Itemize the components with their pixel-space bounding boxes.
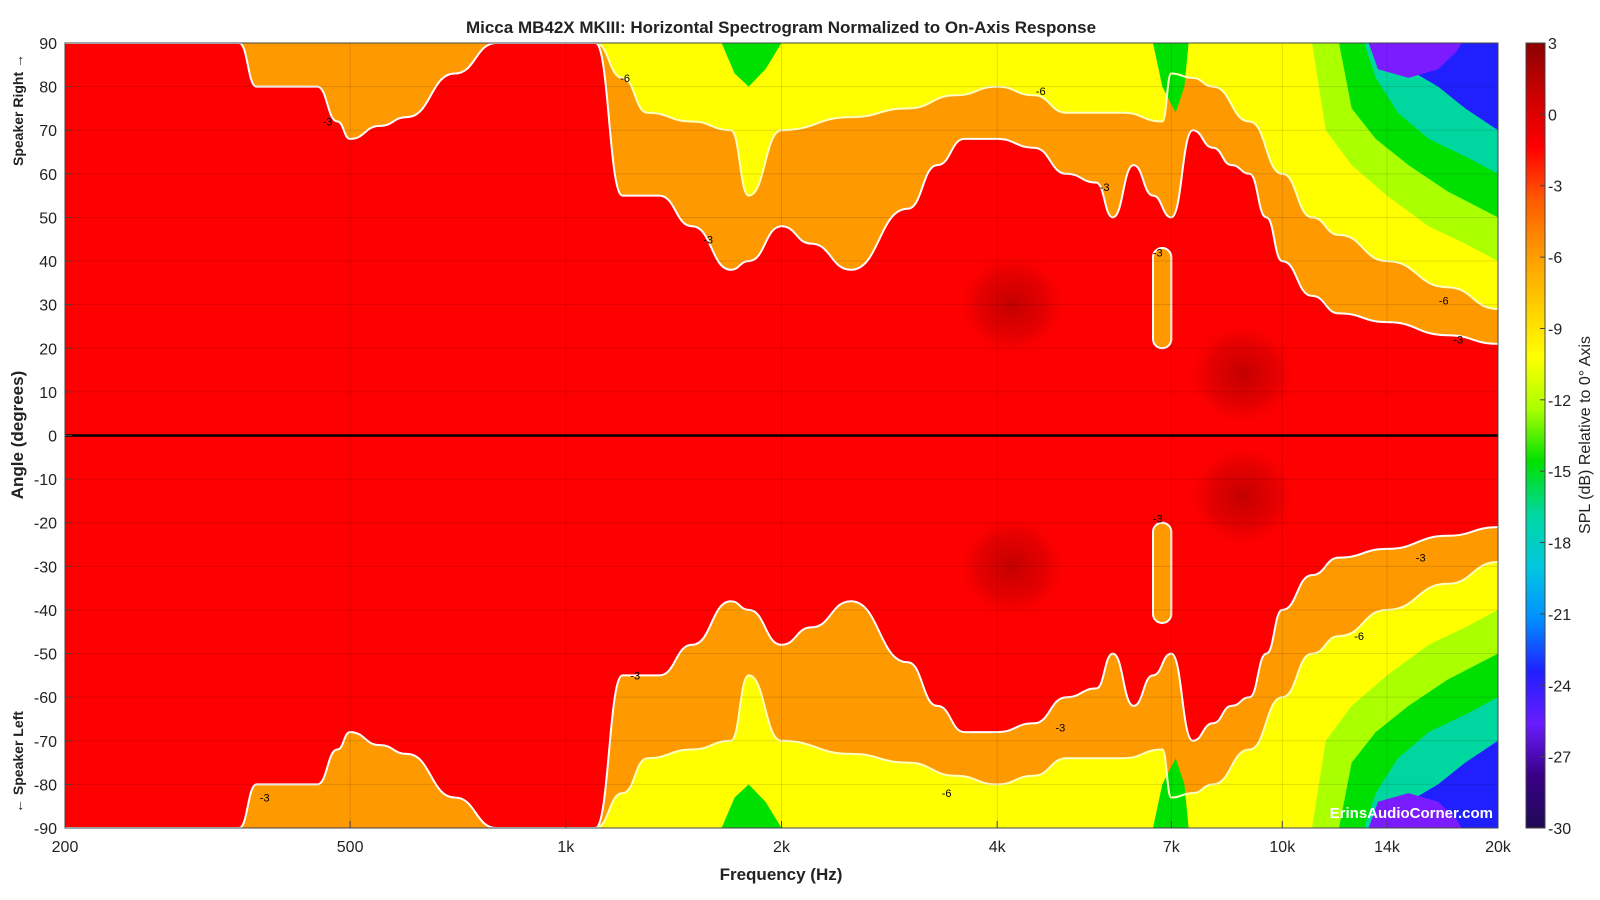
above-zero-hotspot <box>1184 319 1301 430</box>
minus3-island <box>1152 246 1173 350</box>
y-tick-label: -30 <box>34 559 57 576</box>
colorbar-tick-label: -18 <box>1548 536 1571 553</box>
y-tick-label: 90 <box>39 36 57 53</box>
x-tick-label: 2k <box>773 839 791 856</box>
y-tick-label: 60 <box>39 167 57 184</box>
colorbar-tick-label: -3 <box>1548 179 1562 196</box>
colorbar-tick-label: -21 <box>1548 607 1571 624</box>
colorbar-tick-label: -9 <box>1548 321 1562 338</box>
contour-label: -3 <box>1153 513 1163 525</box>
above-zero-hotspot <box>954 511 1071 622</box>
x-tick-label: 14k <box>1374 839 1401 856</box>
x-tick-label: 20k <box>1485 839 1512 856</box>
watermark: ErinsAudioCorner.com <box>1330 805 1493 822</box>
contour-line-minus6 <box>595 561 1498 828</box>
y-axis-label-left-side: ← Speaker Left <box>10 711 26 813</box>
off-axis-contour-region <box>721 784 782 828</box>
colorbar-tick-label: -6 <box>1548 250 1562 267</box>
y-tick-label: -20 <box>34 516 57 533</box>
colorbar-tick-label: 0 <box>1548 107 1557 124</box>
x-tick-label: 500 <box>337 839 364 856</box>
contour-label: -6 <box>942 788 952 800</box>
off-axis-contour-region <box>1153 758 1189 828</box>
y-tick-label: 50 <box>39 210 57 227</box>
colorbar-tick-label: 3 <box>1548 36 1557 53</box>
minus6-to-minus9-region <box>595 43 1498 309</box>
contour-line-minus6 <box>595 43 1498 310</box>
contour-label: -3 <box>1055 723 1065 735</box>
y-tick-label: -40 <box>34 603 57 620</box>
y-axis-label: Angle (degrees) <box>8 371 27 499</box>
colorbar-label: SPL (dB) Relative to 0° Axis <box>1577 336 1594 534</box>
above-zero-hotspot <box>1184 441 1301 552</box>
off-axis-contour-region <box>1368 793 1462 828</box>
x-axis-label: Frequency (Hz) <box>720 865 843 884</box>
contour-label: -6 <box>1036 86 1046 98</box>
colorbar-tick-label: -27 <box>1548 750 1571 767</box>
x-tick-label: 4k <box>989 839 1007 856</box>
contour-label: -3 <box>323 117 333 129</box>
y-tick-label: 10 <box>39 385 57 402</box>
y-tick-label: 30 <box>39 298 57 315</box>
chart-title: Micca MB42X MKIII: Horizontal Spectrogra… <box>466 18 1096 37</box>
y-tick-label: -70 <box>34 734 57 751</box>
above-zero-hotspot <box>954 249 1071 360</box>
contour-label: -3 <box>1100 182 1110 194</box>
minus6-to-minus9-region <box>595 562 1498 828</box>
y-tick-label: 0 <box>48 429 57 446</box>
minus3-to-minus6-region <box>65 43 1498 344</box>
contour-label: -3 <box>1416 553 1426 565</box>
y-tick-label: 40 <box>39 254 57 271</box>
y-tick-label: -80 <box>34 777 57 794</box>
contour-line-minus3 <box>65 43 1498 345</box>
y-tick-label: 80 <box>39 80 57 97</box>
off-axis-contour-region <box>1153 43 1189 113</box>
x-tick-label: 10k <box>1269 839 1296 856</box>
plot-area: -3 -6 -3 -6 -3 -3 -6 -3 -3 -3 -6 -3 -3 -6 -3 ErinsAudi… <box>65 43 1498 828</box>
contour-label: -3 <box>703 234 713 246</box>
off-axis-contour-region <box>721 43 782 87</box>
y-tick-label: -50 <box>34 647 57 664</box>
colorbar-tick-label: -12 <box>1548 393 1571 410</box>
colorbar-tick-label: -24 <box>1548 678 1571 695</box>
contour-label: -6 <box>620 73 630 85</box>
contour-label: -3 <box>630 670 640 682</box>
colorbar <box>1525 42 1546 829</box>
contour-label: -3 <box>260 792 270 804</box>
x-tick-label: 1k <box>557 839 575 856</box>
y-tick-label: -10 <box>34 472 57 489</box>
colorbar-tick-label: -15 <box>1548 464 1571 481</box>
y-tick-label: -60 <box>34 690 57 707</box>
contour-line-minus3 <box>65 526 1498 828</box>
y-tick-label: 20 <box>39 341 57 358</box>
x-tick-label: 7k <box>1163 839 1181 856</box>
off-axis-contour-region <box>1368 43 1462 78</box>
contour-label: -6 <box>1354 631 1364 643</box>
colorbar-tick-label: -30 <box>1548 821 1571 838</box>
contour-label: -3 <box>1153 247 1163 259</box>
contour-label: -3 <box>1453 335 1463 347</box>
minus3-to-minus6-region <box>65 527 1498 828</box>
y-tick-label: -90 <box>34 821 57 838</box>
x-tick-label: 200 <box>52 839 79 856</box>
minus3-island <box>1152 521 1173 625</box>
contour-label: -6 <box>1439 295 1449 307</box>
y-tick-label: 70 <box>39 123 57 140</box>
y-axis-label-right-side: Speaker Right → <box>10 54 26 166</box>
